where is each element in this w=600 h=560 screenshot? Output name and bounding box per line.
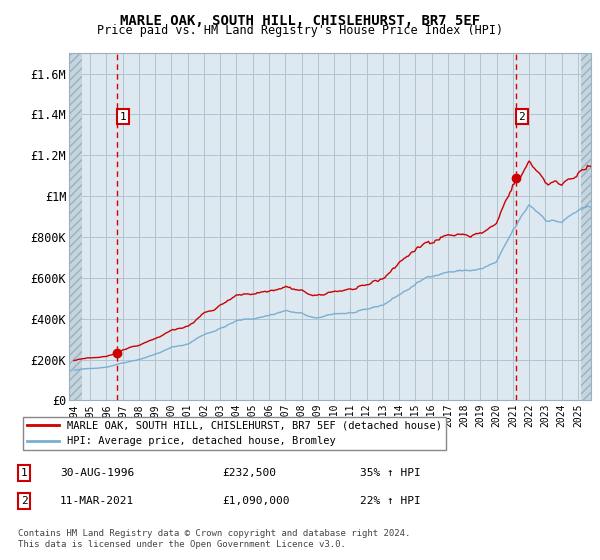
Bar — [581, 53, 591, 400]
Legend: MARLE OAK, SOUTH HILL, CHISLEHURST, BR7 5EF (detached house), HPI: Average price: MARLE OAK, SOUTH HILL, CHISLEHURST, BR7 … — [23, 417, 446, 450]
Text: 22% ↑ HPI: 22% ↑ HPI — [360, 496, 421, 506]
Text: Price paid vs. HM Land Registry's House Price Index (HPI): Price paid vs. HM Land Registry's House … — [97, 24, 503, 37]
Text: 1: 1 — [20, 468, 28, 478]
Text: Contains HM Land Registry data © Crown copyright and database right 2024.: Contains HM Land Registry data © Crown c… — [18, 529, 410, 538]
Text: MARLE OAK, SOUTH HILL, CHISLEHURST, BR7 5EF: MARLE OAK, SOUTH HILL, CHISLEHURST, BR7 … — [120, 14, 480, 28]
Text: 2: 2 — [20, 496, 28, 506]
Text: 30-AUG-1996: 30-AUG-1996 — [60, 468, 134, 478]
Text: 1: 1 — [119, 111, 127, 122]
Text: 2: 2 — [518, 111, 525, 122]
Text: £1,090,000: £1,090,000 — [222, 496, 290, 506]
Text: This data is licensed under the Open Government Licence v3.0.: This data is licensed under the Open Gov… — [18, 540, 346, 549]
Bar — [69, 53, 82, 400]
Text: 11-MAR-2021: 11-MAR-2021 — [60, 496, 134, 506]
Text: £232,500: £232,500 — [222, 468, 276, 478]
Text: 35% ↑ HPI: 35% ↑ HPI — [360, 468, 421, 478]
